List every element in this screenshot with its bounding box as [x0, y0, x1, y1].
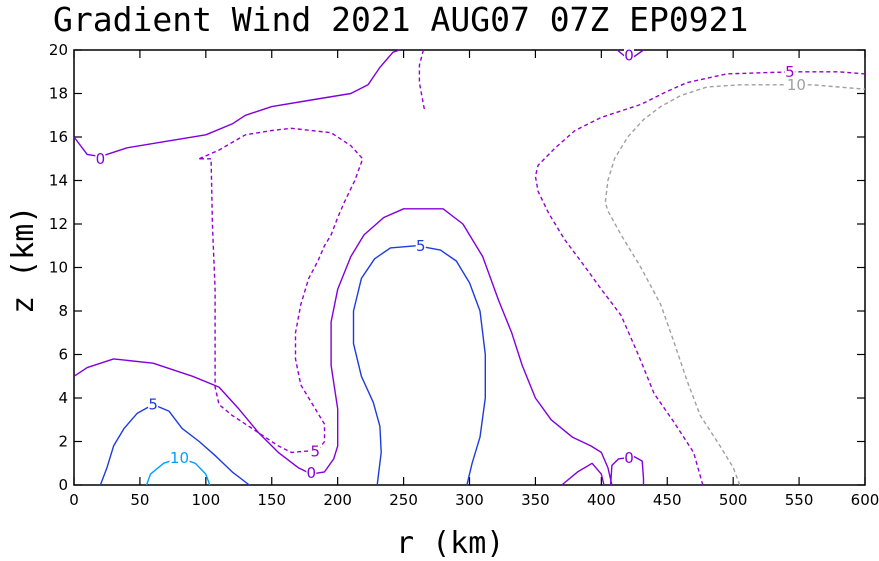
x-tick-label: 500: [719, 491, 748, 509]
contour-label-bg: [624, 47, 635, 64]
x-tick-label: 550: [785, 491, 814, 509]
y-axis: 0 2 4 6 8 10 12 14 16 18 20: [49, 41, 865, 494]
contour-label-bg: [784, 63, 795, 80]
x-tick-label: 450: [653, 491, 682, 509]
contour-label-c-zero-bottom-right-loop: 0: [624, 449, 634, 467]
contour-label-bg: [786, 76, 807, 93]
x-tick-label: 200: [323, 491, 352, 509]
contour-lines: [73, 49, 866, 486]
y-tick-label: 10: [49, 259, 68, 277]
contour-c-neg5-right: [534, 71, 866, 486]
contour-label-bg: [415, 237, 426, 254]
y-tick-label: 6: [58, 346, 68, 364]
contour-c-neg5-left: [418, 49, 426, 112]
contour-c-zero-bottom-left-loop: [561, 462, 605, 486]
y-tick-label: 0: [58, 476, 68, 494]
y-tick-label: 4: [58, 389, 68, 407]
contour-label-c-neg5-main: 5: [310, 442, 320, 460]
contour-label-bg: [148, 396, 159, 413]
y-axis-label: z (km): [6, 206, 41, 314]
contour-label-c-zero-top-left: 0: [96, 150, 106, 168]
x-axis: 0 50 100 150 200 250 300 350 400 450 500 550 600: [69, 50, 879, 509]
contour-c-neg10-right: [604, 84, 866, 486]
contour-label-c-neg10-right: 10: [787, 76, 806, 94]
y-tick-label: 20: [49, 41, 68, 59]
contour-label-bg: [310, 443, 321, 460]
contour-c-pos5-inner: [352, 245, 486, 486]
y-tick-label: 16: [49, 128, 68, 146]
contour-label-bg: [306, 465, 317, 482]
chart-title: Gradient Wind 2021 AUG07 07Z EP0921: [53, 0, 748, 39]
x-tick-label: 150: [257, 491, 286, 509]
contour-c-zero-bottom-right-loop: [609, 456, 645, 486]
y-tick-label: 8: [58, 302, 68, 320]
contour-label-c-neg5-right: 5: [785, 63, 795, 81]
contour-label-c-zero-main: 0: [307, 464, 317, 482]
x-tick-label: 250: [389, 491, 418, 509]
contour-label-c-zero-top-right: 0: [624, 46, 634, 64]
x-tick-label: 100: [192, 491, 221, 509]
contour-label-bg: [169, 449, 190, 466]
x-tick-label: 600: [851, 491, 879, 509]
y-tick-label: 2: [58, 433, 68, 451]
y-tick-label: 14: [49, 172, 68, 190]
y-tick-label: 18: [49, 85, 68, 103]
contour-c-zero-top-left: [73, 49, 400, 158]
contour-labels: 0000555105510: [95, 46, 807, 482]
y-tick-label: 12: [49, 215, 68, 233]
plot-frame: [73, 49, 866, 486]
x-tick-label: 350: [521, 491, 550, 509]
contour-label-bg: [95, 150, 106, 167]
contour-c-pos5-outer: [99, 403, 250, 486]
contour-c-neg5-main: [198, 127, 364, 454]
contour-c-zero-main: [73, 208, 613, 486]
contour-label-c-pos5-outer: 5: [148, 396, 158, 414]
x-tick-label: 400: [587, 491, 616, 509]
x-tick-label: 50: [130, 491, 149, 509]
contour-label-c-pos5-inner: 5: [416, 237, 426, 255]
contour-label-bg: [624, 449, 635, 466]
x-tick-label: 0: [69, 491, 79, 509]
contour-label-c-pos10: 10: [170, 449, 189, 467]
x-axis-label: r (km): [396, 526, 504, 561]
x-tick-label: 300: [455, 491, 484, 509]
